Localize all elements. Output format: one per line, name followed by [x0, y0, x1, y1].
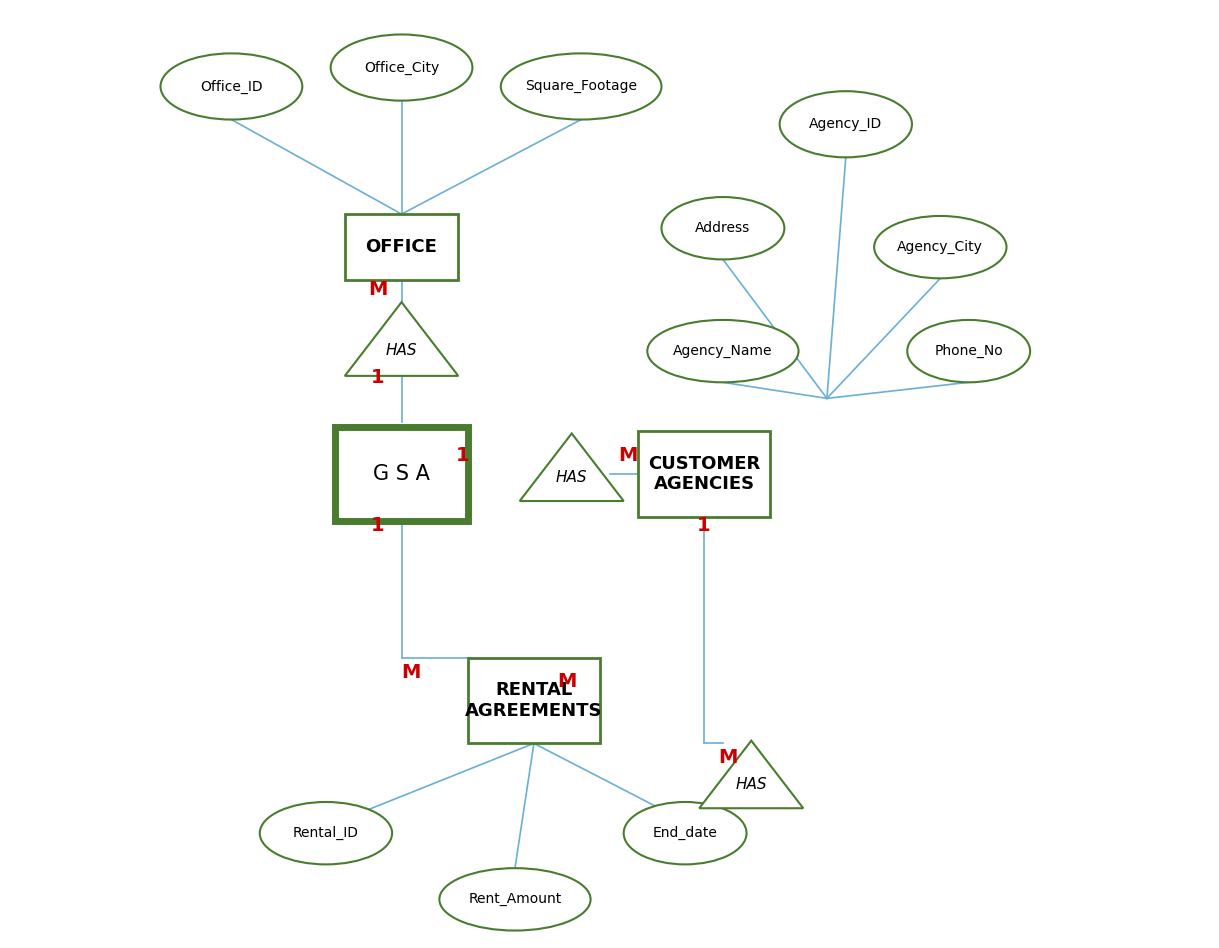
Text: Agency_ID: Agency_ID: [809, 118, 883, 131]
Text: 1: 1: [697, 517, 711, 536]
Text: Agency_Name: Agency_Name: [673, 344, 773, 358]
Ellipse shape: [662, 197, 784, 260]
Ellipse shape: [330, 34, 473, 100]
Text: M: M: [401, 663, 421, 682]
Text: HAS: HAS: [556, 470, 588, 484]
Text: G S A: G S A: [373, 464, 430, 484]
FancyBboxPatch shape: [345, 214, 458, 281]
Text: M: M: [619, 446, 638, 465]
Ellipse shape: [439, 868, 590, 931]
Text: Square_Footage: Square_Footage: [525, 80, 638, 94]
Text: RENTAL
AGREEMENTS: RENTAL AGREEMENTS: [466, 682, 602, 720]
Ellipse shape: [647, 319, 798, 382]
Text: HAS: HAS: [385, 342, 417, 357]
Text: Phone_No: Phone_No: [934, 344, 1003, 358]
Ellipse shape: [780, 91, 912, 157]
Text: Office_ID: Office_ID: [200, 80, 263, 94]
Text: OFFICE: OFFICE: [366, 238, 438, 256]
FancyBboxPatch shape: [335, 427, 468, 521]
FancyBboxPatch shape: [468, 658, 600, 743]
Ellipse shape: [907, 319, 1030, 382]
Polygon shape: [345, 302, 458, 376]
Text: Rental_ID: Rental_ID: [293, 826, 358, 840]
Text: 1: 1: [456, 446, 469, 465]
Text: End_date: End_date: [652, 826, 718, 840]
Text: 1: 1: [371, 368, 385, 387]
Text: M: M: [557, 672, 577, 691]
Text: Address: Address: [695, 221, 751, 235]
FancyBboxPatch shape: [638, 431, 770, 517]
Ellipse shape: [874, 216, 1007, 279]
Ellipse shape: [260, 802, 393, 865]
Ellipse shape: [624, 802, 746, 865]
Text: Rent_Amount: Rent_Amount: [468, 892, 562, 906]
Polygon shape: [700, 740, 803, 809]
Text: HAS: HAS: [735, 777, 767, 793]
Text: CUSTOMER
AGENCIES: CUSTOMER AGENCIES: [647, 455, 761, 493]
Ellipse shape: [501, 53, 662, 119]
Text: Office_City: Office_City: [364, 61, 439, 75]
Text: Agency_City: Agency_City: [897, 240, 984, 254]
Text: M: M: [718, 748, 737, 767]
Polygon shape: [519, 433, 624, 501]
Text: M: M: [368, 281, 388, 300]
Text: 1: 1: [371, 517, 385, 536]
Ellipse shape: [161, 53, 302, 119]
